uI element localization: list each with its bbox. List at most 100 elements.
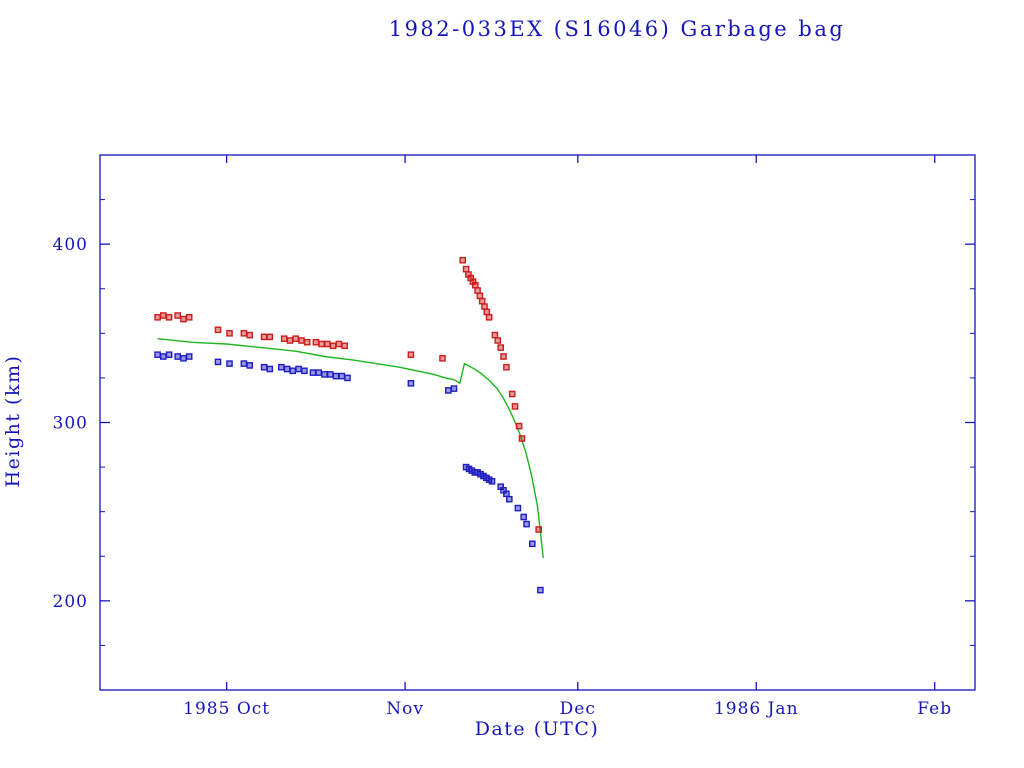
perigee-height-point — [520, 513, 527, 521]
apogee-height-point — [174, 312, 182, 319]
apogee-height-point — [518, 435, 526, 442]
apogee-height-point — [329, 342, 337, 350]
perigee-height-point — [327, 371, 334, 378]
perigee-height-point — [445, 387, 452, 394]
perigee-height-point — [503, 490, 510, 498]
apogee-height-point — [503, 363, 510, 371]
y-tick-label: 400 — [53, 235, 88, 255]
apogee-height-point — [324, 340, 331, 348]
y-axis-label: Height (km) — [2, 354, 24, 488]
apogee-height-point — [535, 526, 542, 533]
perigee-height-point — [266, 365, 274, 373]
perigee-height-point — [165, 351, 173, 359]
perigee-height-point — [260, 363, 268, 371]
apogee-height-point — [154, 314, 161, 321]
apogee-height-point — [280, 335, 288, 343]
perigee-height-point — [506, 495, 513, 503]
apogee-height-point — [515, 422, 523, 430]
perigee-height-point — [407, 380, 415, 387]
perigee-height-point — [338, 372, 346, 380]
apogee-height-point — [508, 390, 516, 398]
y-axis-ticks: 200 300 400 — [53, 235, 975, 612]
perigee-height-points — [154, 351, 544, 594]
apogee-height-point — [472, 281, 479, 289]
chart-title: 1982-033EX (S16046) Garbage bag — [388, 17, 846, 41]
perigee-height-point — [529, 540, 536, 548]
perigee-height-point — [514, 504, 522, 512]
perigee-height-point — [174, 353, 182, 360]
apogee-height-point — [185, 314, 193, 321]
x-tick-label: 1986 Jan — [714, 699, 799, 719]
apogee-height-point — [474, 287, 481, 294]
mean-height-path — [157, 338, 544, 559]
apogee-height-point — [318, 340, 325, 348]
mean-height-line — [157, 338, 544, 559]
perigee-height-point — [523, 520, 530, 528]
y-tick-label: 200 — [53, 592, 88, 612]
apogee-height-point — [485, 314, 493, 321]
perigee-height-point — [278, 363, 285, 371]
apogee-height-point — [180, 315, 187, 323]
apogee-height-point — [292, 335, 300, 343]
perigee-height-point — [488, 478, 496, 485]
plot-frame — [99, 154, 976, 691]
apogee-height-point — [214, 326, 222, 334]
apogee-height-point — [500, 353, 507, 360]
perigee-height-point — [246, 362, 254, 369]
apogee-height-point — [246, 331, 254, 339]
apogee-height-point — [483, 308, 491, 316]
perigee-height-point — [154, 351, 161, 359]
perigee-height-point — [226, 360, 233, 367]
perigee-height-point — [159, 353, 167, 360]
perigee-height-point — [283, 365, 291, 373]
apogee-height-point — [312, 338, 320, 346]
perigee-height-point — [309, 369, 317, 376]
x-tick-label: 1985 Oct — [183, 699, 270, 719]
x-tick-label: Dec — [560, 699, 596, 719]
apogee-height-point — [439, 355, 446, 362]
apogee-height-point — [407, 351, 415, 359]
apogee-height-point — [298, 337, 305, 344]
perigee-height-point — [214, 358, 222, 366]
apogee-height-point — [476, 292, 484, 300]
perigee-height-point — [240, 360, 248, 367]
perigee-height-point — [450, 385, 458, 392]
perigee-height-point — [295, 365, 302, 373]
apogee-height-point — [159, 312, 167, 319]
apogee-height-point — [303, 338, 311, 346]
apogee-height-point — [165, 314, 173, 321]
x-tick-label: Feb — [917, 699, 952, 719]
perigee-height-point — [321, 371, 328, 378]
y-tick-label: 300 — [53, 414, 88, 434]
apogee-height-point — [226, 330, 233, 337]
perigee-height-point — [180, 355, 187, 362]
apogee-height-point — [497, 344, 505, 351]
perigee-height-point — [332, 372, 340, 380]
apogee-height-point — [478, 297, 486, 305]
apogee-height-points — [154, 256, 542, 533]
apogee-height-point — [491, 331, 499, 339]
perigee-height-point — [301, 367, 308, 375]
apogee-height-point — [459, 256, 467, 264]
apogee-height-point — [335, 340, 343, 348]
perigee-height-point — [537, 586, 544, 594]
apogee-height-point — [286, 337, 294, 344]
apogee-height-point — [341, 342, 349, 350]
x-axis-label: Date (UTC) — [474, 718, 600, 740]
apogee-height-point — [240, 330, 248, 337]
y-axis-minor-ticks — [100, 199, 975, 646]
perigee-height-point — [315, 369, 323, 376]
apogee-height-point — [494, 337, 502, 344]
perigee-height-point — [185, 353, 193, 360]
perigee-height-point — [289, 367, 297, 375]
perigee-height-point — [344, 374, 351, 382]
apogee-height-point — [462, 265, 470, 273]
apogee-height-point — [260, 333, 268, 341]
apogee-height-point — [481, 303, 488, 310]
x-axis-ticks: 1985 Oct Nov Dec 1986 Jan Feb — [183, 155, 952, 719]
apogee-height-point — [511, 403, 519, 410]
apogee-height-point — [266, 333, 274, 341]
x-tick-label: Nov — [386, 699, 424, 719]
